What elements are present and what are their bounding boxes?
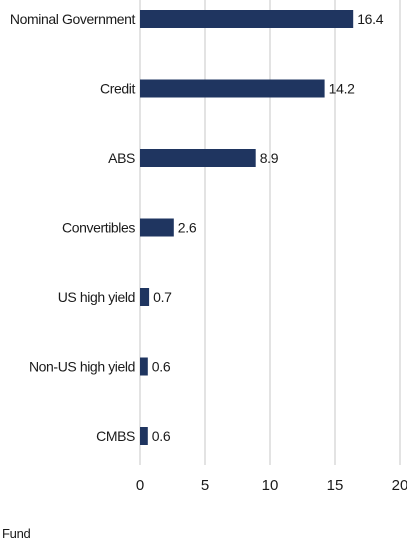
category-label: Non-US high yield bbox=[29, 359, 135, 375]
category-label: Credit bbox=[100, 81, 135, 97]
bar bbox=[140, 149, 256, 167]
value-label: 2.6 bbox=[178, 220, 197, 236]
category-label: Nominal Government bbox=[10, 11, 136, 27]
bars bbox=[140, 10, 354, 445]
value-label: 0.6 bbox=[152, 428, 171, 444]
bar bbox=[140, 79, 325, 98]
bar bbox=[140, 10, 354, 28]
x-tick-label: 20 bbox=[392, 477, 407, 494]
category-label: US high yield bbox=[58, 289, 135, 305]
gridlines bbox=[139, 0, 401, 465]
value-label: 16.4 bbox=[357, 11, 384, 27]
bar bbox=[140, 427, 148, 445]
category-label: Convertibles bbox=[62, 220, 135, 236]
bar bbox=[140, 357, 148, 376]
bar bbox=[140, 218, 174, 237]
value-label: 14.2 bbox=[329, 81, 356, 97]
value-label: 0.6 bbox=[152, 359, 171, 375]
x-tick-label: 15 bbox=[327, 477, 344, 494]
x-tick-label: 5 bbox=[201, 477, 209, 494]
value-label: 0.7 bbox=[153, 289, 172, 305]
category-label: ABS bbox=[108, 150, 135, 166]
x-tick-label: 10 bbox=[262, 477, 279, 494]
labels: 0 5 10 15 20 Nominal Government 16.4 Credit 14.2… bbox=[10, 11, 407, 494]
legend-label: Fund bbox=[2, 526, 31, 541]
bar bbox=[140, 288, 150, 306]
x-tick-label: 0 bbox=[136, 477, 144, 494]
category-label: CMBS bbox=[96, 428, 135, 444]
value-label: 8.9 bbox=[260, 150, 279, 166]
